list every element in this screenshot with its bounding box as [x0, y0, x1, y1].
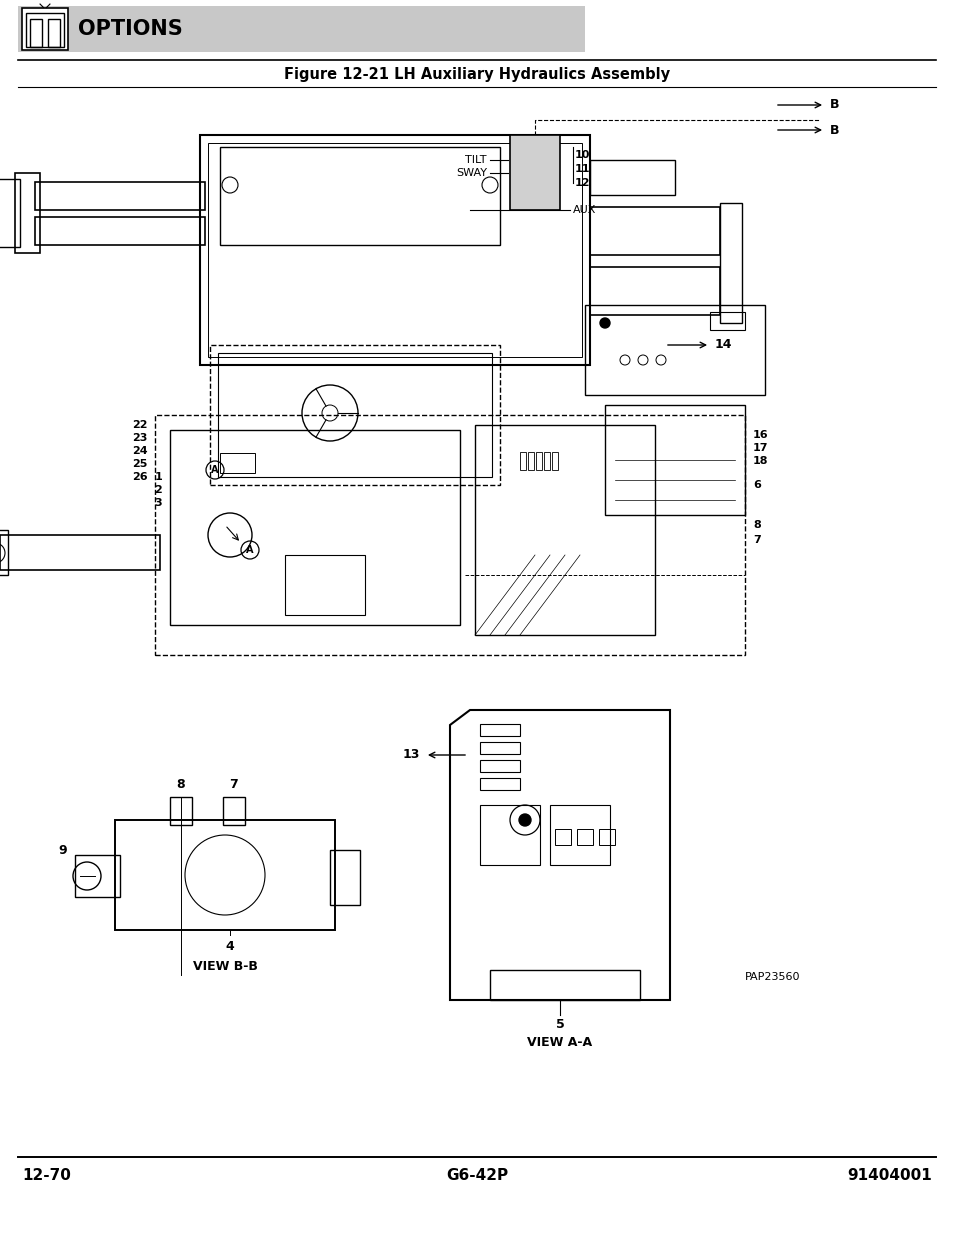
Bar: [170, 797, 192, 825]
Bar: [210, 345, 499, 485]
Text: 9: 9: [58, 844, 67, 857]
Bar: [200, 135, 589, 366]
Text: 8: 8: [176, 778, 185, 792]
Bar: [475, 425, 655, 635]
Text: 91404001: 91404001: [846, 1167, 931, 1182]
Bar: [154, 415, 744, 655]
Bar: [35, 217, 205, 245]
Bar: [490, 969, 639, 1000]
Text: VIEW B-B: VIEW B-B: [193, 961, 257, 973]
Bar: [709, 312, 744, 330]
Bar: [589, 267, 720, 315]
Text: A: A: [211, 466, 218, 475]
Bar: [543, 452, 550, 471]
Bar: [577, 829, 593, 845]
Bar: [22, 7, 68, 49]
Bar: [26, 14, 64, 47]
Text: 7: 7: [230, 778, 238, 792]
Bar: [220, 453, 254, 473]
Text: 18: 18: [752, 456, 768, 466]
Bar: [720, 203, 741, 324]
Bar: [0, 535, 160, 571]
Text: 4: 4: [226, 941, 234, 953]
Text: 10: 10: [575, 149, 590, 161]
Bar: [285, 555, 365, 615]
Text: 22: 22: [132, 420, 148, 430]
Bar: [30, 19, 42, 47]
Bar: [223, 797, 245, 825]
Text: B: B: [829, 99, 839, 111]
Bar: [218, 353, 492, 477]
Circle shape: [599, 317, 609, 329]
Text: Figure 12-21 LH Auxiliary Hydraulics Assembly: Figure 12-21 LH Auxiliary Hydraulics Ass…: [284, 67, 669, 82]
Text: 12-70: 12-70: [22, 1167, 71, 1182]
Text: 12: 12: [575, 178, 590, 188]
Bar: [15, 173, 40, 253]
Bar: [330, 850, 359, 905]
Bar: [479, 778, 519, 790]
Text: OPTIONS: OPTIONS: [78, 19, 183, 40]
Text: 3: 3: [154, 498, 162, 508]
Bar: [35, 182, 205, 210]
Bar: [479, 760, 519, 772]
Bar: [75, 855, 120, 897]
Bar: [48, 19, 60, 47]
Bar: [550, 805, 609, 864]
Bar: [479, 724, 519, 736]
Bar: [519, 452, 525, 471]
Bar: [536, 452, 541, 471]
Bar: [479, 742, 519, 755]
Bar: [0, 179, 20, 247]
Bar: [510, 135, 559, 210]
Text: 16: 16: [752, 430, 768, 440]
Bar: [584, 305, 764, 395]
Text: 7: 7: [752, 535, 760, 545]
Bar: [115, 820, 335, 930]
Bar: [527, 452, 534, 471]
Circle shape: [518, 814, 531, 826]
Text: G6-42P: G6-42P: [445, 1167, 508, 1182]
Text: TILT: TILT: [465, 156, 486, 165]
Bar: [18, 6, 584, 52]
Text: 13: 13: [402, 748, 419, 762]
Bar: [0, 530, 8, 576]
Text: AUX: AUX: [573, 205, 596, 215]
Bar: [589, 207, 720, 254]
Text: 24: 24: [132, 446, 148, 456]
Bar: [589, 161, 675, 195]
Bar: [170, 430, 459, 625]
Text: 25: 25: [132, 459, 148, 469]
Text: SWAY: SWAY: [456, 168, 486, 178]
Text: 23: 23: [132, 433, 148, 443]
Bar: [552, 452, 558, 471]
Bar: [598, 829, 615, 845]
Bar: [208, 143, 581, 357]
Text: 8: 8: [752, 520, 760, 530]
Text: 11: 11: [575, 164, 590, 174]
Bar: [479, 805, 539, 864]
Text: 2: 2: [154, 485, 162, 495]
Text: 5: 5: [555, 1019, 564, 1031]
Text: 17: 17: [752, 443, 768, 453]
Text: B: B: [829, 124, 839, 137]
Text: VIEW A-A: VIEW A-A: [527, 1035, 592, 1049]
Text: PAP23560: PAP23560: [744, 972, 800, 982]
Text: A: A: [246, 545, 253, 555]
Bar: [555, 829, 571, 845]
Text: 14: 14: [714, 338, 732, 352]
Bar: [220, 147, 499, 245]
Text: 26: 26: [132, 472, 148, 482]
Text: 1: 1: [154, 472, 162, 482]
Bar: [604, 405, 744, 515]
Text: 6: 6: [752, 480, 760, 490]
